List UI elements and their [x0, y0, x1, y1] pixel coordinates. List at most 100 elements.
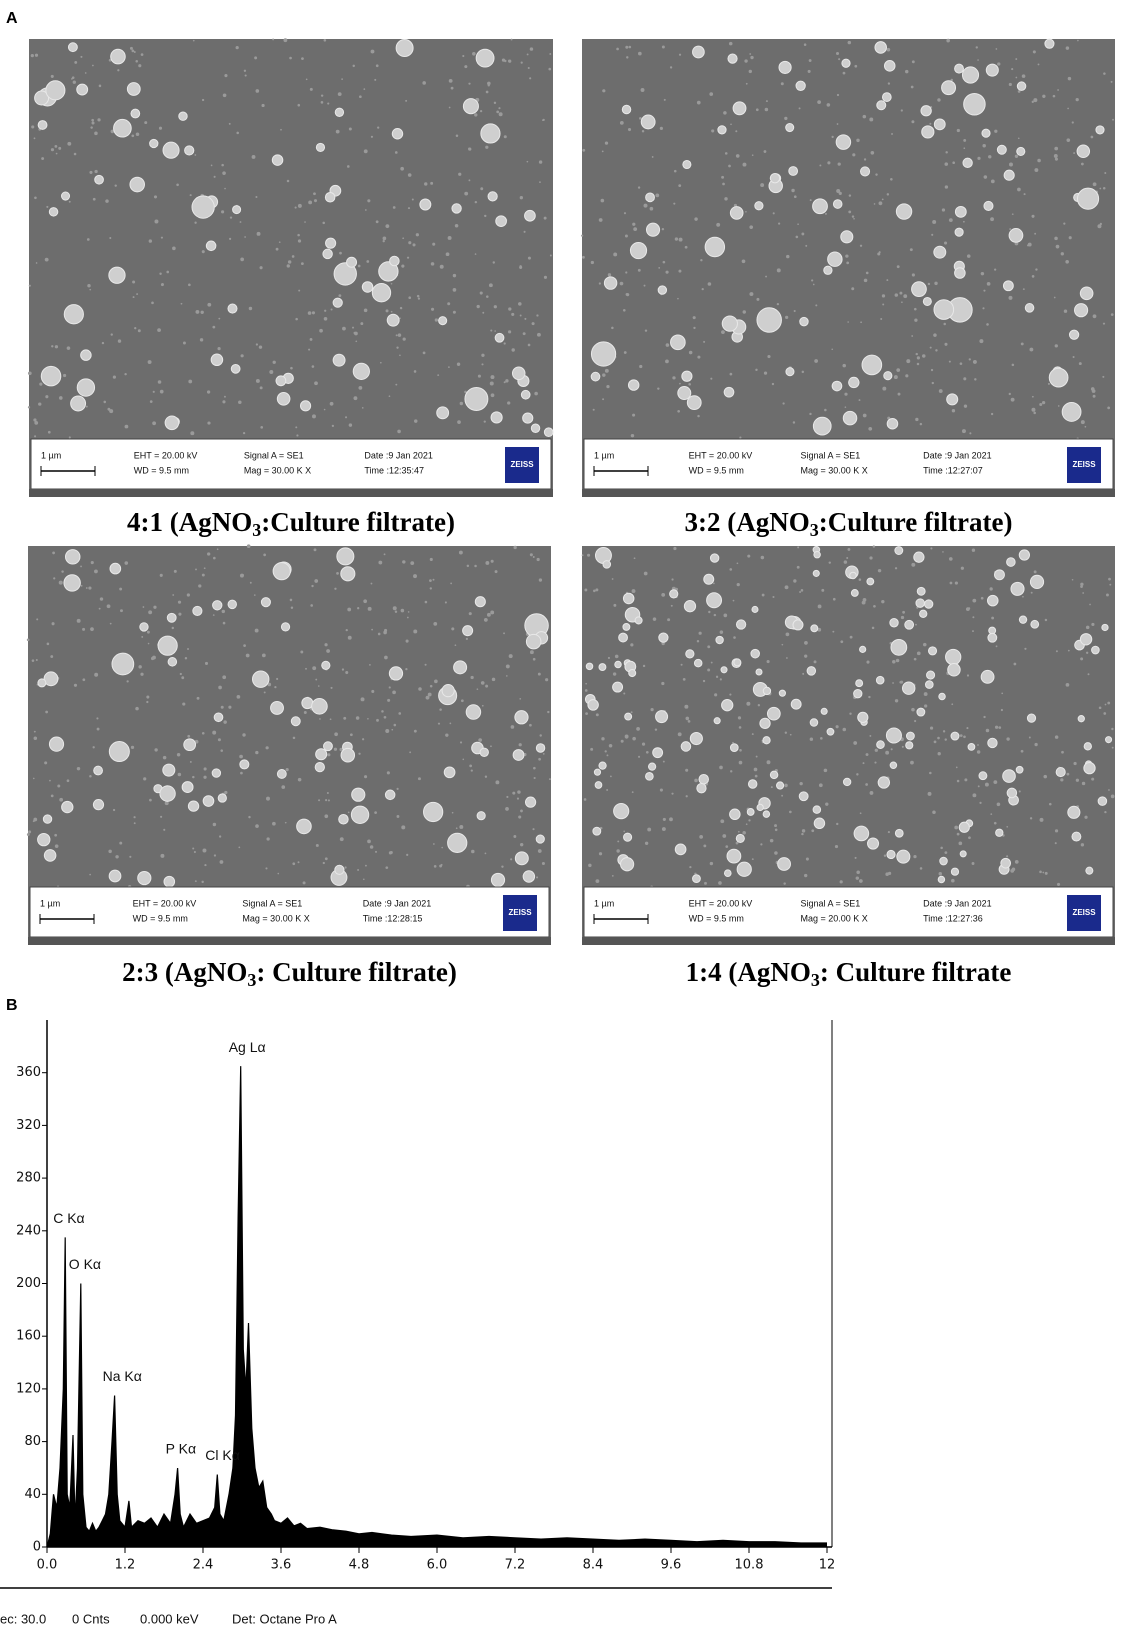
- sem-speck: [1092, 182, 1097, 187]
- sem-speck: [255, 750, 259, 755]
- particle: [474, 596, 486, 608]
- caption-text: 3:2 (AgNO: [685, 507, 810, 537]
- sem-speck: [526, 53, 529, 56]
- sem-speck: [218, 685, 222, 690]
- sem-speck: [1111, 727, 1114, 731]
- sem-speck: [312, 414, 316, 419]
- sem-speck: [756, 297, 760, 301]
- sem-speck: [363, 308, 368, 313]
- peak-label: Na Kα: [103, 1368, 142, 1384]
- particle: [391, 128, 404, 140]
- sem-speck: [312, 666, 317, 671]
- particle: [1029, 574, 1045, 589]
- sem-speck: [292, 736, 296, 740]
- sem-speck: [745, 823, 748, 826]
- sem-speck: [665, 270, 669, 274]
- sem-speck: [400, 608, 405, 613]
- sem-speck: [135, 59, 138, 63]
- sem-speck: [276, 677, 279, 681]
- sem-speck: [980, 271, 985, 276]
- sem-speck: [986, 323, 989, 326]
- sem-speck: [661, 593, 666, 597]
- sem-speck: [490, 610, 495, 615]
- particle: [272, 562, 291, 581]
- sem-speck: [462, 54, 465, 58]
- particle: [963, 92, 986, 116]
- sem-speck: [1017, 137, 1020, 140]
- sem-speck: [744, 59, 748, 63]
- sem-speck: [510, 858, 513, 861]
- logo-box: [505, 447, 539, 483]
- sem-speck: [581, 234, 584, 237]
- particle: [696, 783, 707, 794]
- sem-speck: [415, 233, 419, 237]
- particle: [270, 701, 284, 715]
- sem-speck: [319, 718, 321, 720]
- sem-speck: [886, 47, 891, 52]
- sem-speck: [742, 162, 747, 167]
- sem-speck: [875, 173, 878, 176]
- sem-speck: [41, 157, 45, 160]
- sem-speck: [73, 152, 77, 156]
- sem-speck: [63, 373, 67, 378]
- sem-speck: [963, 220, 965, 223]
- particle: [703, 573, 715, 585]
- particle: [916, 707, 926, 717]
- sem-speck: [959, 734, 963, 737]
- sem-speck: [49, 779, 51, 782]
- sem-speck: [518, 302, 522, 306]
- sem-speck: [1033, 570, 1037, 574]
- sem-speck: [187, 734, 191, 738]
- sem-speck: [54, 833, 58, 837]
- sem-speck: [489, 381, 494, 386]
- sem-speck: [311, 584, 314, 588]
- sem-speck: [338, 294, 342, 298]
- sem-speck: [1110, 80, 1113, 83]
- sem-speck: [297, 861, 300, 864]
- sem-speck: [487, 81, 491, 86]
- sem-speck: [738, 726, 742, 729]
- sem-speck: [785, 315, 789, 320]
- sem-speck: [323, 316, 328, 321]
- particle: [835, 134, 852, 150]
- sem-speck: [486, 612, 491, 617]
- sem-speck: [391, 728, 394, 731]
- sem-speck: [672, 376, 676, 380]
- sem-speck: [906, 359, 911, 364]
- particle: [1000, 857, 1011, 869]
- particle: [129, 176, 145, 193]
- particle: [42, 814, 53, 824]
- sem-speck: [534, 391, 538, 396]
- sem-speck: [751, 858, 754, 861]
- sem-speck: [769, 838, 774, 843]
- sem-speck: [203, 567, 206, 570]
- sem-speck: [411, 198, 414, 201]
- particle: [315, 748, 328, 761]
- sem-speck: [455, 827, 458, 830]
- particle: [904, 619, 915, 630]
- sem-speck: [367, 606, 372, 611]
- sem-speck: [776, 302, 780, 306]
- sem-speck: [723, 111, 727, 115]
- sem-speck: [539, 181, 541, 184]
- sem-speck: [1055, 244, 1060, 249]
- sem-speck: [979, 801, 982, 804]
- sem-speck: [868, 426, 873, 431]
- sem-speck: [529, 47, 534, 51]
- sem-speck: [318, 799, 321, 802]
- bottom-strip: [28, 937, 551, 945]
- particle: [1006, 557, 1016, 567]
- sem-speck: [776, 268, 781, 273]
- sem-speck: [632, 736, 636, 741]
- sem-speck: [109, 622, 112, 625]
- sem-speck: [196, 696, 200, 700]
- particle: [831, 380, 843, 392]
- sem-speck: [337, 92, 342, 97]
- sem-speck: [474, 564, 477, 568]
- x-tick-label: 0.0: [37, 1558, 58, 1573]
- sem-speck: [186, 593, 190, 597]
- sem-speck: [1065, 682, 1070, 687]
- particle: [48, 736, 65, 752]
- sem-speck: [323, 408, 326, 411]
- particle: [812, 416, 832, 436]
